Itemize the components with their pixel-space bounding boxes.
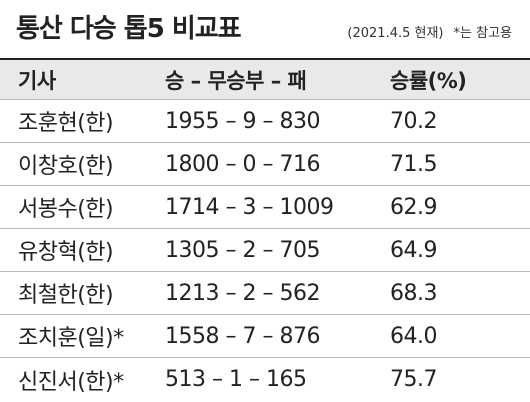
table-row: 이창호(한) 1800 – 0 – 716 71.5 xyxy=(0,143,530,186)
cell: 1213 – 2 – 562 xyxy=(165,280,320,306)
table-row: 유창혁(한) 1305 – 2 – 705 64.9 xyxy=(0,229,530,272)
cell: 1305 – 2 – 705 xyxy=(165,237,320,263)
cell: 유창혁(한) xyxy=(18,240,114,265)
cell: 1558 – 7 – 876 xyxy=(165,323,320,349)
footnote: *는 참고용 xyxy=(453,26,512,41)
cell: 71.5 xyxy=(390,151,437,177)
cell: 1955 – 9 – 830 xyxy=(165,108,320,134)
cell: 62.9 xyxy=(390,194,437,220)
cell: 68.3 xyxy=(390,280,437,306)
cell: 조훈현(한) xyxy=(18,111,114,136)
cell: 70.2 xyxy=(390,108,437,134)
cell: 64.9 xyxy=(390,237,437,263)
cell: 신진서(한)* xyxy=(18,369,124,395)
date-note: (2021.4.5 현재) xyxy=(347,26,444,41)
table-row: 조훈현(한) 1955 – 9 – 830 70.2 xyxy=(0,100,530,143)
column-header: 승률(%) xyxy=(390,68,467,93)
title: 통산 다승 톱5 비교표 xyxy=(16,14,242,44)
cell: 513 – 1 – 165 xyxy=(165,367,307,392)
table: 기사 승 – 무승부 – 패 승률(%) 조훈현(한) 1955 – 9 – 830 70… xyxy=(0,58,530,401)
note: (2021.4.5 현재) *는 참고용 xyxy=(337,22,512,41)
cell: 75.7 xyxy=(390,367,437,392)
table-row: 서봉수(한) 1714 – 3 – 1009 62.9 xyxy=(0,186,530,229)
cell: 조치훈(일)* xyxy=(18,326,124,351)
header-row: 기사 승 – 무승부 – 패 승률(%) xyxy=(0,60,530,100)
table-row: 신진서(한)* 513 – 1 – 165 75.7 xyxy=(0,358,530,401)
table-row: 조치훈(일)* 1558 – 7 – 876 64.0 xyxy=(0,315,530,358)
column-header: 승 – 무승부 – 패 xyxy=(165,68,307,93)
cell: 최철한(한) xyxy=(18,283,114,308)
table-row: 최철한(한) 1213 – 2 – 562 68.3 xyxy=(0,272,530,315)
cell: 64.0 xyxy=(390,323,437,349)
cell: 1714 – 3 – 1009 xyxy=(165,194,334,220)
cell: 1800 – 0 – 716 xyxy=(165,151,320,177)
cell: 서봉수(한) xyxy=(18,197,114,222)
column-header: 기사 xyxy=(18,68,56,93)
cell: 이창호(한) xyxy=(18,154,114,179)
